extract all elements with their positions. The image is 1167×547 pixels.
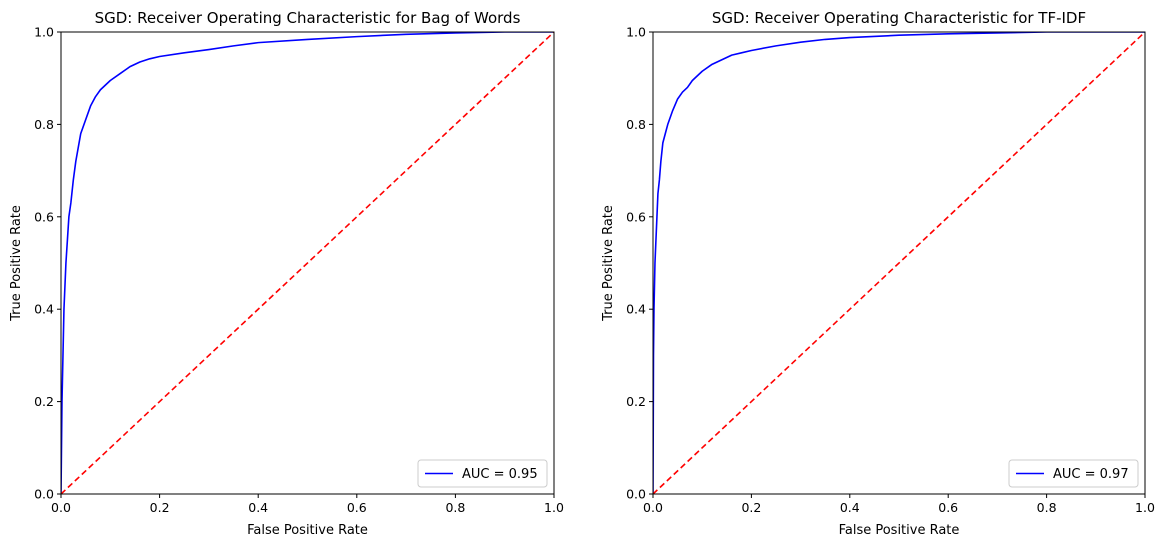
legend: AUC = 0.97: [1008, 459, 1139, 488]
y-tick-label: 0.6: [626, 209, 646, 224]
axes-frame: [652, 31, 1146, 495]
x-tick-label: 1.0: [1135, 500, 1155, 515]
y-axis-label: True Positive Rate: [9, 205, 24, 322]
roc-curve-line: [61, 32, 554, 494]
chance-diagonal-line: [61, 32, 554, 494]
legend: AUC = 0.95: [417, 459, 548, 488]
x-tick-label: 0.8: [1037, 500, 1057, 515]
x-tick-label: 0.2: [741, 500, 761, 515]
x-tick-label: 0.0: [643, 500, 663, 515]
y-tick-label: 0.4: [34, 302, 54, 317]
axes-frame: [60, 31, 555, 495]
x-tick-label: 0.2: [150, 500, 170, 515]
x-tick-label: 1.0: [544, 500, 564, 515]
chart-title: SGD: Receiver Operating Characteristic f…: [712, 9, 1086, 27]
y-tick-label: 0.0: [626, 487, 646, 502]
chart-panel-2: 0.0 0.2 0.4 0.6 0.8 1.0 0.0 0.2 0.4 0.6 0.8 1.0 SGD:…: [601, 9, 1155, 538]
x-tick-label: 0.4: [840, 500, 860, 515]
legend-box: [1008, 459, 1139, 488]
x-axis-label: False Positive Rate: [839, 523, 960, 538]
x-tick-label: 0.4: [248, 500, 268, 515]
x-tick-label: 0.6: [347, 500, 367, 515]
chart-title: SGD: Receiver Operating Characteristic f…: [95, 9, 521, 27]
legend-label: AUC = 0.95: [462, 467, 538, 482]
x-axis-label: False Positive Rate: [247, 523, 368, 538]
y-tick-label: 1.0: [626, 25, 646, 40]
y-tick-label: 0.2: [34, 394, 54, 409]
chance-diagonal-line: [653, 32, 1145, 494]
y-tick-label: 0.8: [34, 117, 54, 132]
y-tick-label: 0.8: [626, 117, 646, 132]
chart-panel-1: 0.0 0.2 0.4 0.6 0.8 1.0 0.0 0.2 0.4 0.6 0.8 1.0 SGD:…: [9, 9, 564, 538]
y-tick-label: 0.4: [626, 302, 646, 317]
y-axis-label: True Positive Rate: [601, 205, 616, 322]
x-tick-label: 0.6: [938, 500, 958, 515]
y-tick-label: 0.6: [34, 209, 54, 224]
x-tick-label: 0.8: [445, 500, 465, 515]
legend-label: AUC = 0.97: [1053, 467, 1129, 482]
roc-curve-line: [653, 32, 1145, 494]
y-tick-label: 0.2: [626, 394, 646, 409]
x-tick-label: 0.0: [51, 500, 71, 515]
y-tick-label: 1.0: [34, 25, 54, 40]
y-tick-label: 0.0: [34, 487, 54, 502]
legend-box: [417, 459, 548, 488]
